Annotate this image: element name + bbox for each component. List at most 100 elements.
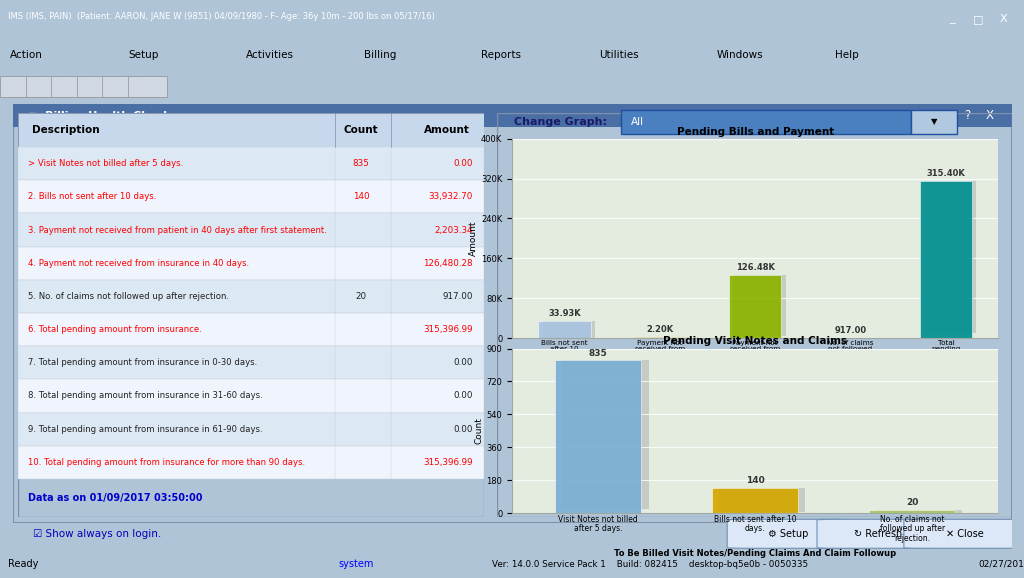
X-axis label: To Be Billed Visit Notes/Pending Claims And Claim Followup: To Be Billed Visit Notes/Pending Claims …	[614, 549, 896, 558]
Text: 0.00: 0.00	[454, 425, 473, 434]
Bar	[638, 337, 690, 338]
Text: ✕ Close: ✕ Close	[946, 529, 984, 539]
Text: □: □	[973, 14, 983, 24]
Text: Change Graph:: Change Graph:	[514, 117, 607, 127]
Y-axis label: Count: Count	[474, 417, 483, 444]
Bar	[543, 321, 595, 338]
Text: 8. Total pending amount from insurance in 31-60 days.: 8. Total pending amount from insurance i…	[28, 391, 262, 401]
Bar	[924, 181, 977, 334]
Text: Help: Help	[835, 50, 858, 60]
Text: > Visit Notes not billed after 5 days.: > Visit Notes not billed after 5 days.	[28, 159, 183, 168]
Text: Utilities: Utilities	[599, 50, 639, 60]
Text: 917.00: 917.00	[442, 292, 473, 301]
Text: X: X	[999, 14, 1008, 24]
X-axis label: Pending Bills/Payment: Pending Bills/Payment	[698, 384, 812, 392]
FancyBboxPatch shape	[0, 76, 39, 97]
Text: 2.20K: 2.20K	[646, 325, 674, 334]
Text: Data as on 01/09/2017 03:50:00: Data as on 01/09/2017 03:50:00	[28, 493, 203, 503]
Text: Activities: Activities	[246, 50, 294, 60]
Text: ↻ Refresh: ↻ Refresh	[854, 529, 902, 539]
Text: 0.00: 0.00	[454, 358, 473, 367]
Text: Amount: Amount	[424, 125, 470, 135]
Text: Action: Action	[10, 50, 43, 60]
Text: 10. Total pending amount from insurance for more than 90 days.: 10. Total pending amount from insurance …	[28, 458, 305, 467]
Text: ▼: ▼	[931, 117, 937, 126]
Text: Ver: 14.0.0 Service Pack 1    Build: 082415    desktop-bq5e0b - 0050335: Ver: 14.0.0 Service Pack 1 Build: 082415…	[492, 560, 808, 569]
Title: Pending Bills and Payment: Pending Bills and Payment	[677, 127, 834, 136]
Text: ≡  Billing Health Checkup: ≡ Billing Health Checkup	[29, 111, 186, 121]
Text: ☑ Show always on login.: ☑ Show always on login.	[33, 529, 162, 539]
FancyBboxPatch shape	[727, 519, 849, 549]
Text: All: All	[631, 117, 644, 127]
FancyBboxPatch shape	[77, 76, 116, 97]
Text: Setup: Setup	[128, 50, 159, 60]
Text: 140: 140	[745, 476, 765, 486]
FancyBboxPatch shape	[13, 104, 1012, 127]
Bar	[719, 488, 806, 513]
Text: 6. Total pending amount from insurance.: 6. Total pending amount from insurance.	[28, 325, 202, 334]
Text: 33.93K: 33.93K	[548, 309, 581, 318]
Text: 2. Bills not sent after 10 days.: 2. Bills not sent after 10 days.	[28, 192, 156, 201]
FancyBboxPatch shape	[18, 346, 484, 379]
Text: 835: 835	[589, 349, 607, 358]
Text: _: _	[949, 14, 955, 24]
FancyBboxPatch shape	[18, 213, 484, 247]
FancyBboxPatch shape	[18, 446, 484, 479]
FancyBboxPatch shape	[18, 113, 484, 147]
FancyBboxPatch shape	[51, 76, 90, 97]
Text: ?: ?	[964, 109, 970, 123]
Bar	[869, 510, 955, 513]
Text: 140: 140	[352, 192, 370, 201]
Y-axis label: Amount: Amount	[469, 221, 478, 256]
Text: 126.48K: 126.48K	[736, 263, 774, 272]
Bar	[733, 275, 785, 336]
Text: 20: 20	[355, 292, 367, 301]
Text: 0.00: 0.00	[454, 391, 473, 401]
Text: 3. Payment not received from patient in 40 days after first statement.: 3. Payment not received from patient in …	[28, 225, 327, 235]
FancyBboxPatch shape	[18, 379, 484, 413]
FancyBboxPatch shape	[817, 519, 939, 549]
FancyBboxPatch shape	[18, 180, 484, 213]
FancyBboxPatch shape	[128, 76, 167, 97]
Text: 33,932.70: 33,932.70	[428, 192, 473, 201]
FancyBboxPatch shape	[18, 313, 484, 346]
Text: 20: 20	[906, 498, 919, 507]
Text: X: X	[986, 109, 993, 123]
Text: 315,396.99: 315,396.99	[423, 458, 473, 467]
FancyBboxPatch shape	[18, 147, 484, 180]
Bar	[562, 361, 648, 509]
Text: IMS (IMS, PAIN)  (Patient: AARON, JANE W (9851) 04/09/1980 - F- Age: 36y 10m - 2: IMS (IMS, PAIN) (Patient: AARON, JANE W …	[8, 12, 435, 21]
Bar	[539, 321, 591, 338]
Text: system: system	[338, 559, 374, 569]
Text: 4. Payment not received from insurance in 40 days.: 4. Payment not received from insurance i…	[28, 259, 249, 268]
Bar	[876, 510, 963, 513]
Text: 2,203.34: 2,203.34	[434, 225, 473, 235]
Title: Pending Visit Notes and Claims: Pending Visit Notes and Claims	[664, 336, 847, 346]
Text: ⚙ Setup: ⚙ Setup	[768, 529, 808, 539]
FancyBboxPatch shape	[102, 76, 141, 97]
FancyBboxPatch shape	[18, 413, 484, 446]
Text: 917.00: 917.00	[835, 325, 866, 335]
Bar	[729, 275, 781, 338]
Text: Ready: Ready	[8, 559, 39, 569]
Text: Reports: Reports	[481, 50, 521, 60]
FancyBboxPatch shape	[911, 110, 956, 134]
Bar	[920, 181, 972, 338]
FancyBboxPatch shape	[18, 280, 484, 313]
Text: 02/27/2017: 02/27/2017	[978, 560, 1024, 569]
Text: 315,396.99: 315,396.99	[423, 325, 473, 334]
FancyBboxPatch shape	[904, 519, 1024, 549]
Text: 315.40K: 315.40K	[927, 169, 966, 178]
Text: Windows: Windows	[717, 50, 764, 60]
Text: Billing: Billing	[364, 50, 396, 60]
Text: Description: Description	[33, 125, 100, 135]
FancyBboxPatch shape	[621, 110, 911, 134]
FancyBboxPatch shape	[26, 76, 65, 97]
Bar	[634, 337, 686, 338]
Bar	[555, 361, 641, 513]
FancyBboxPatch shape	[18, 247, 484, 280]
Text: 0.00: 0.00	[454, 159, 473, 168]
Text: 9. Total pending amount from insurance in 61-90 days.: 9. Total pending amount from insurance i…	[28, 425, 262, 434]
Text: 126,480.28: 126,480.28	[423, 259, 473, 268]
Text: 7. Total pending amount from insurance in 0-30 days.: 7. Total pending amount from insurance i…	[28, 358, 257, 367]
